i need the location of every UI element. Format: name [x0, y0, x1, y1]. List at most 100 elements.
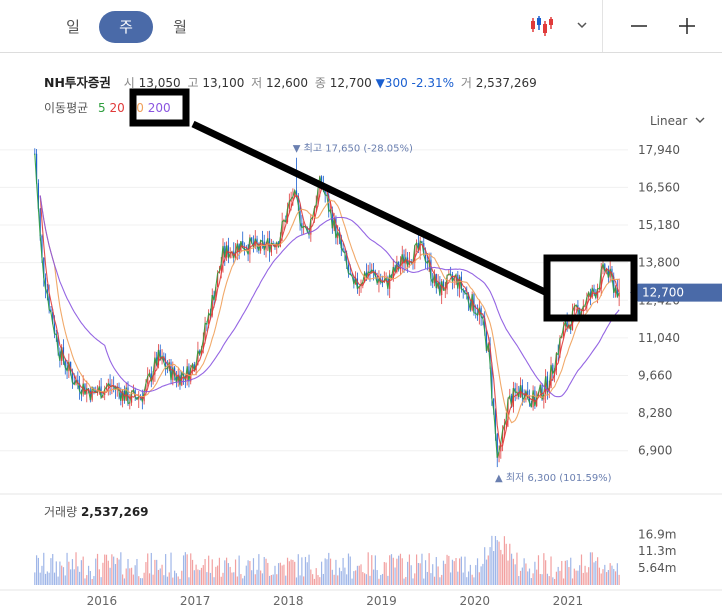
- volume-bar: [312, 574, 314, 585]
- candle-body: [328, 195, 330, 212]
- volume-bar: [426, 571, 428, 585]
- candle-body: [159, 349, 161, 360]
- tab-monthly[interactable]: 월: [173, 18, 187, 36]
- volume-bar: [358, 565, 360, 585]
- candle-body: [113, 385, 115, 387]
- volume-bar: [70, 569, 72, 585]
- volume-bar: [95, 558, 97, 585]
- candle-body: [446, 275, 448, 290]
- volume-bar: [385, 562, 387, 585]
- candle-body: [595, 292, 597, 298]
- candle-body: [225, 245, 228, 258]
- volume-panel-label: 거래량 2,537,269: [44, 503, 149, 520]
- volume-bar: [165, 554, 167, 585]
- volume-bar: [75, 552, 77, 585]
- volume-bar: [231, 572, 233, 585]
- candle-body: [138, 396, 140, 400]
- volume-bar: [527, 571, 529, 585]
- candle-body: [209, 313, 212, 316]
- volume-bar: [602, 569, 604, 585]
- candle-body: [439, 281, 441, 296]
- candle-body: [102, 394, 104, 398]
- volume-bar: [125, 568, 127, 585]
- candle-body: [539, 385, 541, 393]
- minus-icon[interactable]: [626, 10, 652, 42]
- candle-body: [579, 307, 581, 318]
- volume-bars: [34, 535, 620, 585]
- candle-body: [503, 425, 506, 431]
- volume-bar: [618, 574, 620, 585]
- candle-body: [614, 287, 617, 293]
- tab-weekly[interactable]: 주: [99, 11, 153, 43]
- volume-bar: [455, 558, 457, 585]
- candle-body: [145, 383, 147, 393]
- candle-body: [510, 395, 513, 407]
- volume-bar: [484, 547, 486, 585]
- candle-body: [487, 343, 489, 351]
- candle-body: [333, 218, 335, 229]
- volume-bar: [200, 567, 203, 585]
- volume-bar: [82, 556, 84, 585]
- volume-bar: [270, 574, 272, 585]
- volume-bar: [111, 554, 113, 585]
- candle-body: [79, 383, 81, 392]
- ma-5-label[interactable]: 5: [98, 101, 106, 115]
- candle-body: [338, 232, 341, 237]
- volume-bar: [392, 557, 394, 585]
- candle-body: [337, 232, 339, 239]
- moving-average-lines: [34, 153, 620, 458]
- candle-body: [394, 266, 396, 273]
- volume-bar: [408, 554, 411, 585]
- candle-body: [471, 294, 473, 311]
- volume-bar: [260, 570, 262, 585]
- candle-body: [331, 209, 333, 229]
- volume-bar: [188, 577, 190, 585]
- volume-bar: [240, 574, 242, 585]
- candle-body: [390, 274, 393, 279]
- volume-bar: [466, 577, 468, 585]
- candle-body: [584, 305, 586, 307]
- chevron-down-icon[interactable]: [572, 10, 592, 42]
- volume-bar: [59, 561, 61, 585]
- candle-body: [457, 274, 459, 289]
- candle-body: [177, 374, 179, 382]
- ma-200-label[interactable]: 200: [147, 101, 171, 115]
- plus-icon[interactable]: [674, 10, 700, 42]
- volume-bar: [614, 571, 617, 585]
- volume-bar: [460, 556, 462, 585]
- scale-selector[interactable]: Linear: [650, 114, 705, 128]
- volume-bar: [536, 569, 538, 585]
- volume-bar: [233, 572, 235, 585]
- candle-body: [428, 259, 430, 264]
- volume-bar: [586, 572, 588, 585]
- volume-bar: [197, 569, 199, 585]
- candle-body: [588, 292, 590, 298]
- candle-body: [317, 189, 319, 205]
- volume-bar: [218, 557, 221, 585]
- volume-bar: [509, 543, 511, 585]
- candle-body: [407, 257, 409, 266]
- volume-bar: [261, 573, 264, 585]
- tab-daily[interactable]: 일: [66, 18, 80, 36]
- candle-body: [202, 340, 204, 349]
- candle-body: [491, 364, 493, 399]
- volume-bar: [390, 554, 393, 585]
- candlestick-icon[interactable]: [527, 10, 557, 42]
- volume-bar: [204, 559, 206, 585]
- volume-bar: [157, 569, 160, 585]
- volume-bar: [430, 573, 432, 585]
- candle-body: [376, 276, 378, 284]
- candle-body: [256, 238, 258, 245]
- volume-bar: [573, 568, 575, 585]
- volume-bar: [541, 574, 543, 585]
- candle-body: [163, 356, 165, 363]
- candle-body: [364, 272, 366, 283]
- candle-body: [555, 353, 557, 371]
- volume-bar: [365, 574, 367, 585]
- ma-20-label[interactable]: 20: [109, 101, 125, 115]
- ma-60-label[interactable]: 60: [128, 101, 144, 115]
- volume-bar: [320, 561, 323, 585]
- candle-body: [417, 242, 419, 251]
- volume-bar: [285, 575, 287, 585]
- volume-bar: [424, 560, 427, 585]
